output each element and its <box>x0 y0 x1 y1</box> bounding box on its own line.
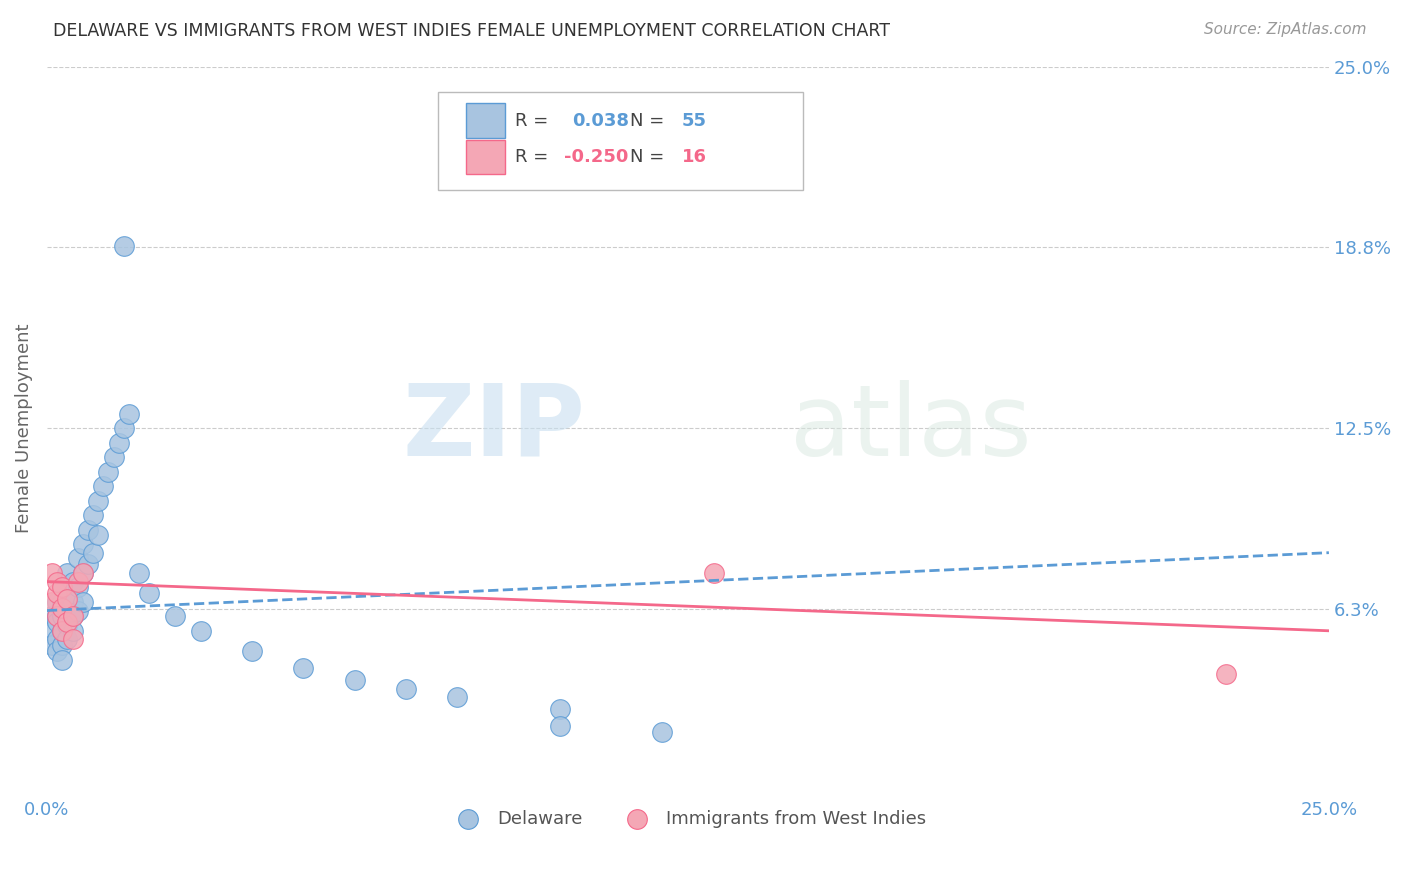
Text: DELAWARE VS IMMIGRANTS FROM WEST INDIES FEMALE UNEMPLOYMENT CORRELATION CHART: DELAWARE VS IMMIGRANTS FROM WEST INDIES … <box>53 22 890 40</box>
Point <box>62 609 84 624</box>
Point <box>97 465 120 479</box>
Point <box>77 558 100 572</box>
Point <box>62 624 84 638</box>
Point <box>66 551 89 566</box>
FancyBboxPatch shape <box>467 140 505 174</box>
Point <box>651 725 673 739</box>
Point <box>292 661 315 675</box>
Point <box>82 508 104 522</box>
Y-axis label: Female Unemployment: Female Unemployment <box>15 324 32 533</box>
Point <box>548 719 571 733</box>
Point <box>51 581 73 595</box>
Point <box>51 609 73 624</box>
Point <box>128 566 150 580</box>
Point <box>66 574 89 589</box>
FancyBboxPatch shape <box>467 103 505 138</box>
Point <box>62 595 84 609</box>
Point <box>87 493 110 508</box>
Point <box>112 239 135 253</box>
Point <box>46 644 69 658</box>
Point <box>343 673 366 687</box>
Point <box>46 574 69 589</box>
FancyBboxPatch shape <box>437 92 803 190</box>
Point <box>56 618 79 632</box>
Point <box>190 624 212 638</box>
Point <box>46 609 69 624</box>
Text: Source: ZipAtlas.com: Source: ZipAtlas.com <box>1204 22 1367 37</box>
Point <box>118 407 141 421</box>
Legend: Delaware, Immigrants from West Indies: Delaware, Immigrants from West Indies <box>443 803 932 835</box>
Point <box>72 566 94 580</box>
Point <box>240 644 263 658</box>
Point <box>41 624 63 638</box>
Point <box>51 581 73 595</box>
Text: 55: 55 <box>682 112 706 130</box>
Point <box>62 632 84 647</box>
Point <box>46 586 69 600</box>
Point <box>548 702 571 716</box>
Point <box>103 450 125 465</box>
Point <box>702 566 724 580</box>
Point <box>395 681 418 696</box>
Point <box>51 624 73 638</box>
Point <box>51 653 73 667</box>
Text: N =: N = <box>630 148 671 166</box>
Point <box>41 566 63 580</box>
Point <box>62 574 84 589</box>
Point <box>1215 667 1237 681</box>
Point <box>56 603 79 617</box>
Text: R =: R = <box>515 112 554 130</box>
Point <box>138 586 160 600</box>
Point <box>66 603 89 617</box>
Point <box>107 435 129 450</box>
Point <box>56 632 79 647</box>
Point <box>51 624 73 638</box>
Point <box>41 609 63 624</box>
Point <box>112 421 135 435</box>
Point <box>62 609 84 624</box>
Point <box>51 638 73 652</box>
Point <box>72 595 94 609</box>
Point <box>46 609 69 624</box>
Point <box>56 591 79 606</box>
Text: 16: 16 <box>682 148 706 166</box>
Text: R =: R = <box>515 148 554 166</box>
Point <box>56 586 79 600</box>
Text: atlas: atlas <box>790 380 1032 476</box>
Point <box>46 595 69 609</box>
Point <box>51 595 73 609</box>
Point <box>66 581 89 595</box>
Point <box>41 638 63 652</box>
Point <box>56 566 79 580</box>
Point <box>446 690 468 705</box>
Point <box>77 523 100 537</box>
Point <box>72 537 94 551</box>
Point <box>87 528 110 542</box>
Point <box>165 609 187 624</box>
Text: 0.038: 0.038 <box>572 112 630 130</box>
Text: ZIP: ZIP <box>402 380 585 476</box>
Text: -0.250: -0.250 <box>564 148 628 166</box>
Point <box>72 566 94 580</box>
Point <box>46 615 69 629</box>
Text: N =: N = <box>630 112 671 130</box>
Point <box>46 632 69 647</box>
Point <box>91 479 114 493</box>
Point <box>51 600 73 615</box>
Point <box>56 615 79 629</box>
Point <box>41 595 63 609</box>
Point <box>82 546 104 560</box>
